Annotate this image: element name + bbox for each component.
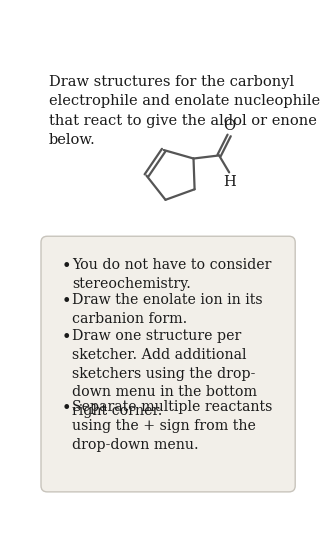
Text: Draw one structure per
sketcher. Add additional
sketchers using the drop-
down m: Draw one structure per sketcher. Add add… <box>72 329 257 418</box>
Text: H: H <box>223 175 236 189</box>
FancyBboxPatch shape <box>41 236 295 492</box>
Text: You do not have to consider
stereochemistry.: You do not have to consider stereochemis… <box>72 258 271 291</box>
Text: •: • <box>61 329 71 346</box>
Text: Draw structures for the carbonyl
electrophile and enolate nucleophile
that react: Draw structures for the carbonyl electro… <box>49 75 320 147</box>
Text: Separate multiple reactants
using the + sign from the
drop-down menu.: Separate multiple reactants using the + … <box>72 400 272 452</box>
Text: •: • <box>61 258 71 275</box>
Text: •: • <box>61 400 71 417</box>
Text: •: • <box>61 293 71 310</box>
Text: Draw the enolate ion in its
carbanion form.: Draw the enolate ion in its carbanion fo… <box>72 293 263 326</box>
Text: O: O <box>223 119 235 133</box>
